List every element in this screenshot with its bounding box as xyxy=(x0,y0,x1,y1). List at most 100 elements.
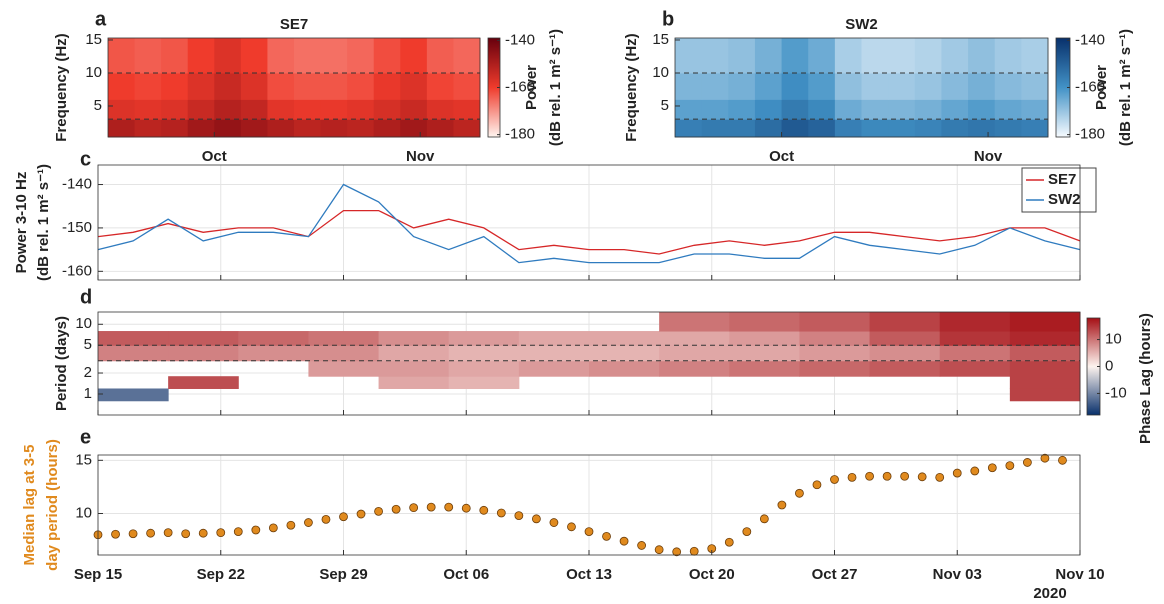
heatmap-cell xyxy=(941,119,969,138)
point xyxy=(391,504,401,514)
y-axis-label: Median lag at 3-5 xyxy=(21,445,38,566)
heatmap-cell xyxy=(728,119,756,138)
colorbar-tick-label: -140 xyxy=(505,31,535,48)
y-tick-label: 5 xyxy=(661,97,669,114)
heatmap-cell xyxy=(214,72,242,100)
x-tick-label: Oct xyxy=(202,148,227,165)
y-axis-label: Frequency (Hz) xyxy=(623,33,640,141)
heatmap-cell xyxy=(675,119,703,138)
heatmap-cell xyxy=(453,38,481,74)
point xyxy=(882,471,892,481)
heatmap-cell xyxy=(347,99,375,120)
heatmap-cell xyxy=(378,376,450,389)
point xyxy=(637,541,647,550)
heatmap-cell xyxy=(400,72,428,100)
point xyxy=(935,472,945,482)
heatmap-cell xyxy=(108,38,136,74)
x-tick-label: Sep 15 xyxy=(74,566,122,583)
heatmap-cell xyxy=(187,99,215,120)
legend-box xyxy=(1021,167,1097,213)
point xyxy=(233,527,243,536)
y-tick-label: -150 xyxy=(62,219,92,236)
x-tick-label: Oct 06 xyxy=(443,566,489,583)
y-tick-label: 5 xyxy=(84,336,92,353)
panel: 5 10 15 Oct Nov b SW2 Frequency (Hz) -140 -160 -18… xyxy=(623,8,1134,165)
point xyxy=(952,468,962,478)
heatmap-cell xyxy=(675,99,703,120)
heatmap-cell xyxy=(240,99,268,120)
heatmap-cell xyxy=(914,119,942,138)
heatmap-cell xyxy=(320,72,348,100)
heatmap-cell xyxy=(373,38,401,74)
axes-frame xyxy=(107,37,481,138)
x-tick-label: Oct xyxy=(769,148,794,165)
colorbar-tick-label: -160 xyxy=(1075,78,1105,95)
point xyxy=(724,537,734,547)
heatmap-cell xyxy=(808,72,836,100)
heatmap-cell xyxy=(373,99,401,120)
heatmap-cell xyxy=(834,38,862,74)
point xyxy=(654,545,664,555)
heatmap-cell xyxy=(1009,360,1081,377)
heatmap-cell xyxy=(453,119,481,138)
heatmap-cell xyxy=(373,119,401,138)
y-tick-label: 10 xyxy=(85,64,102,81)
point xyxy=(339,512,348,522)
y-axis-label: day period (hours) xyxy=(44,439,61,571)
heatmap-cell xyxy=(861,99,889,120)
heatmap-cell xyxy=(834,72,862,100)
heatmap-cell xyxy=(589,345,660,362)
colorbar-tick-label: -180 xyxy=(505,126,535,143)
heatmap-cell xyxy=(267,119,295,138)
heatmap-cell xyxy=(799,312,871,332)
heatmap-cell xyxy=(1009,376,1081,389)
heatmap-cell xyxy=(108,72,136,100)
heatmap-cell xyxy=(518,345,590,362)
x-tick-label: Sep 29 xyxy=(319,566,367,583)
point xyxy=(496,508,506,518)
heatmap-cell xyxy=(939,312,1011,332)
heatmap-cell xyxy=(214,119,242,138)
point xyxy=(812,480,822,490)
point xyxy=(672,547,682,557)
x-tick-label: Nov xyxy=(974,148,1003,165)
heatmap-cell xyxy=(754,99,783,120)
heatmap-cell xyxy=(448,376,520,389)
heatmap-cell xyxy=(320,119,348,138)
heatmap-cell xyxy=(240,38,268,74)
colorbar-label: Phase Lag (hours) xyxy=(1137,313,1154,444)
heatmap-cell xyxy=(939,345,1011,362)
heatmap-cell xyxy=(729,331,800,346)
heatmap-cell xyxy=(914,72,942,100)
heatmap-cell xyxy=(308,345,380,362)
heatmap-cell xyxy=(161,38,189,74)
heatmap-cell xyxy=(799,331,871,346)
point xyxy=(619,536,629,546)
heatmap-cell xyxy=(168,345,239,362)
heatmap-cell xyxy=(98,345,169,362)
heatmap-cell xyxy=(781,99,809,120)
heatmap-cell xyxy=(161,119,189,138)
heatmap-cell xyxy=(187,119,215,138)
colorbar-label: (dB rel. 1 m² s⁻¹) xyxy=(547,29,564,146)
heatmap-cell xyxy=(400,99,428,120)
point xyxy=(602,531,611,541)
heatmap-cell xyxy=(267,99,295,120)
heatmap-cell xyxy=(378,345,450,362)
point xyxy=(356,509,366,519)
colorbar-tick-label: 0 xyxy=(1105,357,1113,374)
heatmap-cell xyxy=(320,99,348,120)
heatmap-cell xyxy=(426,38,454,74)
heatmap-cell xyxy=(701,119,729,138)
y-tick-label: 5 xyxy=(94,97,102,114)
point xyxy=(128,529,138,539)
heatmap-cell xyxy=(214,38,242,74)
colorbar-label: (dB rel. 1 m² s⁻¹) xyxy=(1117,29,1134,146)
panel: 5 10 15 Oct Nov a SE7 Frequency (Hz) -140 -160 -18… xyxy=(53,8,564,165)
panel-label: b xyxy=(662,8,674,30)
point xyxy=(847,472,857,482)
point xyxy=(584,527,594,536)
heatmap-cell xyxy=(347,72,375,100)
colorbar-label: Power xyxy=(523,65,540,110)
heatmap-cell xyxy=(378,360,450,377)
